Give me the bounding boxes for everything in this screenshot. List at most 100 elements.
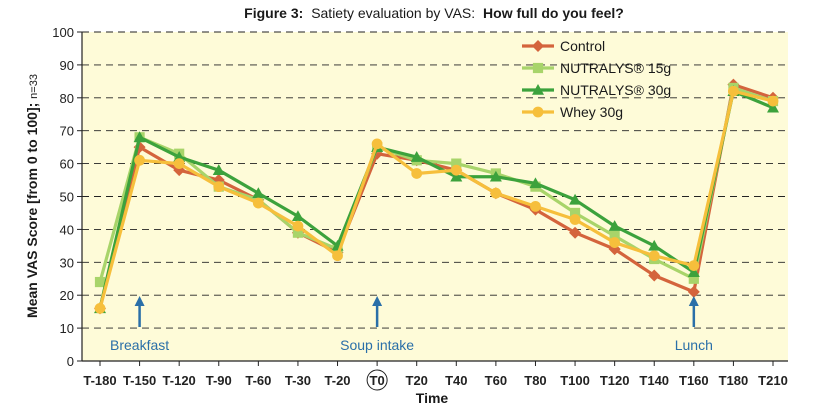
y-tick-label: 60 [60,157,74,172]
y-tick-label: 20 [60,288,74,303]
data-point [648,269,661,282]
data-point [569,207,581,219]
data-point [133,131,146,143]
data-point [767,101,779,113]
x-tick-label: T160 [679,373,709,388]
data-point [173,158,185,170]
data-point [371,138,383,150]
annotation-lunch: Lunch [675,296,713,353]
annotation-label: Breakfast [110,337,169,353]
data-point [213,181,225,193]
data-point [648,250,660,262]
data-point [332,250,343,262]
x-tick-label: T-30 [285,373,311,388]
y-tick-label: 70 [60,124,74,139]
data-point [451,158,462,169]
data-point [532,40,544,52]
arrow-head [134,296,145,306]
data-point [530,200,541,212]
x-tick-label: T120 [600,373,630,388]
chart-title-prefix: Figure 3: [244,5,303,21]
y-tick-label: 90 [60,58,74,73]
arrow-head [688,296,699,306]
annotation-breakfast: Breakfast [110,296,169,353]
data-point [569,214,581,225]
x-tick-label: T0 [370,373,385,388]
y-axis-ticks: 0 10 20 30 40 50 60 70 80 90 100 [52,25,82,369]
annotation-layer: Breakfast Soup intake Lunch [110,296,713,353]
y-tick-label: 10 [60,321,74,336]
data-point [687,266,700,277]
legend-item: NUTRALYS® 15g [522,60,671,76]
data-point [532,84,544,95]
data-point [490,187,502,199]
y-tick-label: 100 [52,25,74,40]
data-point [291,210,304,222]
annotation-label: Soup intake [340,337,414,353]
x-tick-label: T180 [719,373,749,388]
legend-label: Whey 30g [560,104,623,120]
data-point [608,220,621,231]
y-tick-label: 30 [60,255,74,270]
data-point [688,273,699,284]
x-tick-label: T80 [524,373,546,388]
x-axis-label: Time [416,390,449,406]
data-point [134,154,145,166]
annotation-soup-intake: Soup intake [340,296,414,353]
data-point [728,85,739,97]
data-point [648,239,661,251]
data-point [767,95,779,107]
y-tick-label: 40 [60,222,74,237]
legend-item: NUTRALYS® 30g [522,82,671,98]
x-tick-label: T-60 [245,373,271,388]
x-tick-label: T60 [485,373,507,388]
legend-label: NUTRALYS® 30g [560,82,671,98]
y-axis-label-n: n=33 [28,74,40,99]
x-axis-ticks: T-180 T-150 T-120 T-90 T-60 T-30 T-20 T0 T20 T40 T… [83,361,788,391]
chart-title-middle: Satiety evaluation by VAS: [311,5,475,21]
x-tick-label: T-120 [163,373,196,388]
chart-title-emphasis: How full do you feel? [483,5,624,21]
series-line [98,89,774,309]
data-point [94,302,106,314]
circled-tick-ring [366,369,388,391]
x-tick-label: T-150 [123,373,156,388]
x-tick-label: T140 [639,373,669,388]
legend-label: Control [560,38,605,54]
y-tick-label: 80 [60,91,74,106]
data-point [252,187,265,199]
y-tick-label: 50 [60,190,74,205]
data-point [212,164,225,175]
x-tick-label: T210 [758,373,788,388]
series-line [98,89,774,309]
data-point [489,170,502,182]
data-point [94,276,106,288]
series-whey-30g [94,85,779,314]
chart-title: Figure 3: Satiety evaluation by VAS: How… [244,5,624,21]
data-point [609,230,620,242]
data-point [688,260,700,271]
y-tick-label: 0 [67,354,74,369]
data-point [687,285,700,298]
data-point [569,193,582,205]
data-point [292,227,304,238]
x-tick-label: T40 [445,373,467,388]
data-point [609,237,621,248]
data-point [252,197,264,209]
annotation-label: Lunch [675,337,713,353]
data-point [569,226,582,239]
data-point [450,164,462,176]
data-point [532,106,544,118]
x-tick-label: T-90 [206,373,232,388]
x-tick-label: T20 [406,373,428,388]
legend-item: Whey 30g [522,104,623,120]
data-point [411,168,423,179]
data-point [292,220,304,232]
legend-item: Control [522,38,605,54]
data-point [410,151,423,162]
y-axis-label-main: Mean VAS Score [from 0 to 100]; [24,99,40,318]
series-layer [94,78,779,315]
y-axis-label: Mean VAS Score [from 0 to 100]; n=33 [24,74,40,318]
legend-label: NUTRALYS® 15g [560,60,671,76]
